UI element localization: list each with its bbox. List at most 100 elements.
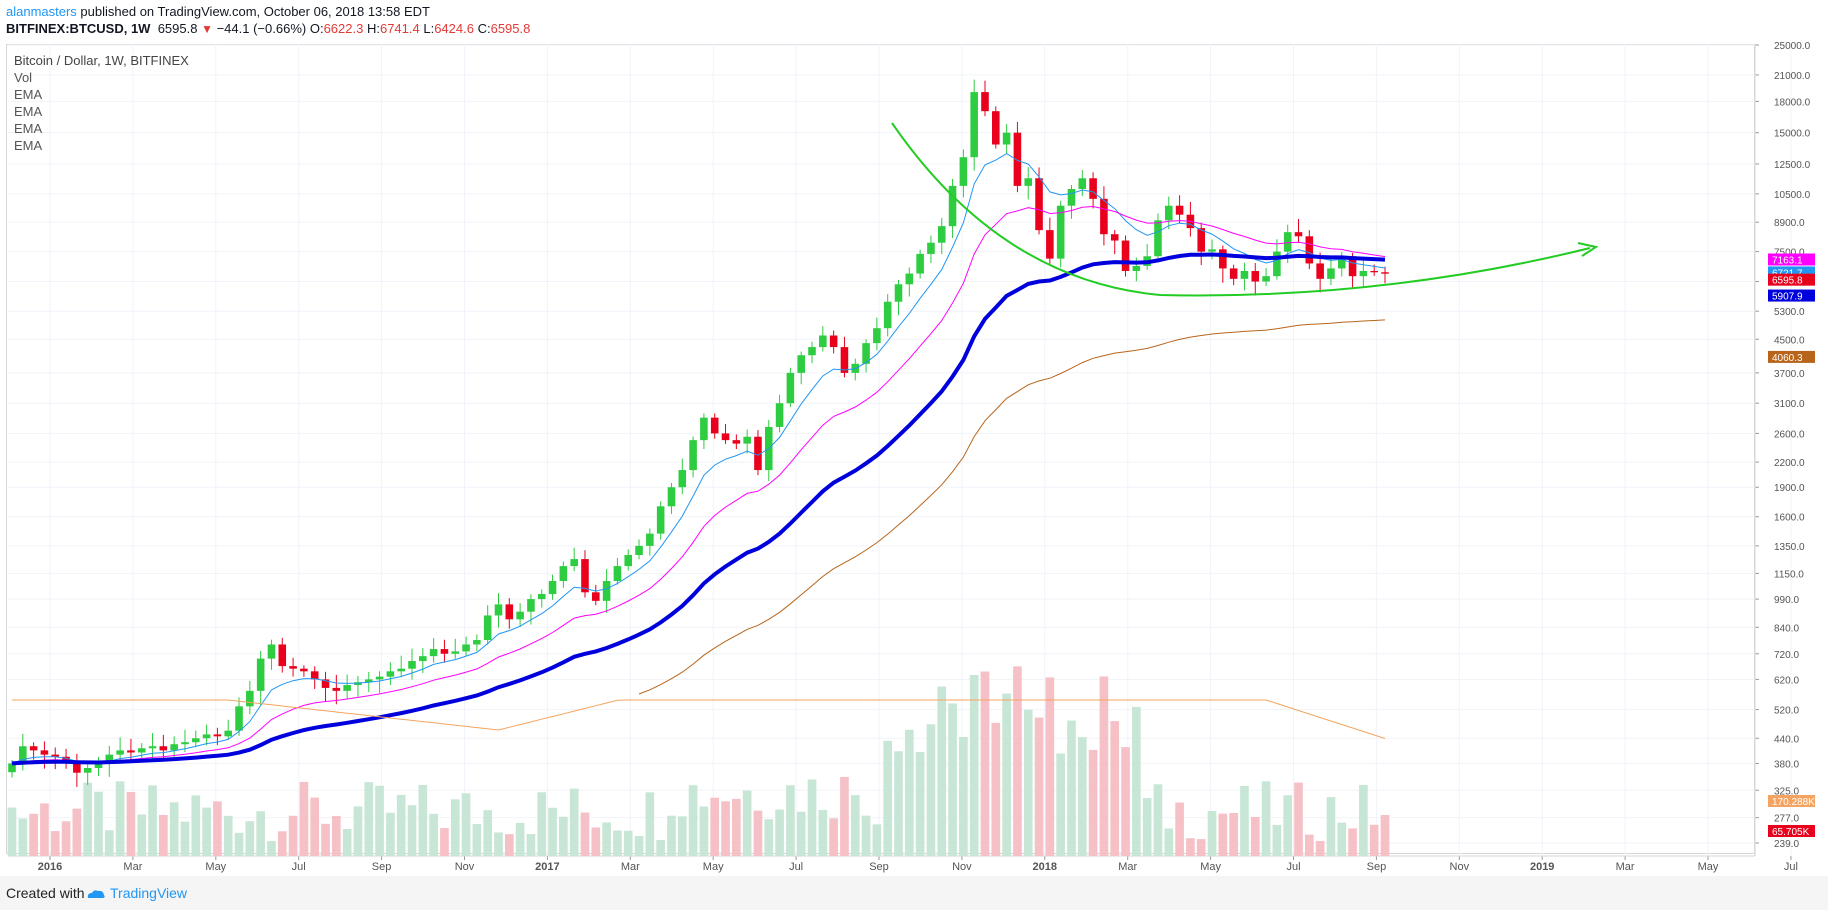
volume-bar [148, 785, 157, 856]
trend-arc [891, 122, 1591, 297]
volume-bar [959, 736, 968, 856]
legend-item-ema-3[interactable]: EMA [14, 121, 43, 136]
candle-up [1164, 205, 1173, 221]
volume-bar [548, 807, 557, 856]
volume-bar [786, 785, 795, 856]
volume-bar [775, 809, 784, 856]
candle-up [429, 649, 438, 657]
volume-bar [332, 815, 341, 856]
candle-down [1316, 263, 1324, 279]
candle-up [267, 644, 276, 659]
candle-up [613, 566, 622, 582]
tradingview-logo[interactable]: TradingView [86, 885, 187, 901]
candle-up [635, 545, 643, 556]
volume-bar [342, 828, 352, 856]
legend-item-ema-1[interactable]: EMA [14, 87, 43, 102]
legend-item-vol[interactable]: Vol [14, 70, 33, 85]
volume-bar [699, 806, 709, 856]
candle-up [181, 742, 189, 745]
candle-up [1327, 268, 1335, 279]
candle-up [1024, 178, 1033, 186]
volume-bar [1337, 822, 1347, 856]
volume-bar [50, 831, 60, 856]
candles [8, 79, 1389, 787]
author-link[interactable]: alanmasters [6, 4, 77, 19]
candle-up [937, 226, 946, 243]
candle-up [646, 533, 654, 546]
volume-bar [191, 795, 201, 856]
volume-bar [807, 779, 817, 856]
y-tick-label: 2600.0 [1774, 429, 1805, 440]
candle-down [127, 750, 135, 753]
volume-bar [1002, 693, 1011, 856]
volume-bar [223, 815, 233, 856]
y-tick-label: 380.0 [1774, 759, 1799, 770]
y-tick-label: 4500.0 [1774, 335, 1805, 346]
ema-long-line [638, 319, 1386, 695]
volume-bar [1359, 784, 1368, 856]
x-tick-label: May [205, 861, 226, 873]
candle-up [1056, 205, 1065, 259]
candle-up [386, 671, 395, 677]
volume-bar [526, 834, 536, 856]
legend-item-ema-2[interactable]: EMA [14, 104, 43, 119]
volume-bar [602, 822, 611, 856]
y-tick-label: 990.0 [1774, 595, 1799, 606]
volume-bar [1196, 839, 1206, 856]
volume-bar [1110, 721, 1120, 856]
candle-down [592, 592, 600, 601]
candle-down [300, 668, 308, 672]
x-tick-label: Jul [292, 861, 306, 873]
volume-bar [580, 812, 590, 856]
ema-mid-line [11, 205, 1386, 764]
volume-bar [169, 802, 179, 856]
price-label-text: 6595.8 [1772, 276, 1803, 287]
candle-up [602, 581, 611, 601]
candle-up [743, 436, 751, 444]
candle-up [1359, 270, 1368, 277]
x-tick-label: 2019 [1530, 861, 1554, 873]
volume-bar [115, 781, 125, 856]
last-price: 6595.8 [157, 21, 198, 36]
volume-bar [1164, 828, 1174, 856]
price-chart[interactable]: 25000.0 21000.0 18000.0 15000.0 12500.0 10500… [0, 0, 1828, 876]
candle-up [689, 440, 697, 471]
volume-bar [1294, 782, 1303, 856]
candle-up [948, 185, 957, 227]
y-tick-label: 12500.0 [1774, 160, 1811, 171]
volume-bar [299, 781, 309, 856]
y-tick-label: 3100.0 [1774, 399, 1805, 410]
volume-bar [407, 805, 417, 856]
x-tick-label: Jul [1286, 861, 1300, 873]
candle-up [83, 768, 92, 773]
candle-up [170, 744, 178, 751]
x-tick-label: 2016 [38, 861, 62, 873]
candle-down [440, 649, 449, 654]
volume-bar [1304, 834, 1314, 856]
price-label-text: 170.288K [1772, 797, 1815, 808]
volume-bar [472, 824, 482, 856]
volume-bar [1326, 797, 1336, 856]
candle-down [1121, 240, 1130, 271]
y-tick-label: 1150.0 [1774, 569, 1804, 580]
candle-up [808, 347, 816, 356]
volume-bar [623, 830, 633, 856]
y-tick-label: 840.0 [1774, 623, 1799, 634]
x-tick-label: May [1698, 861, 1719, 873]
volume-bar [364, 782, 374, 856]
y-tick-label: 325.0 [1774, 786, 1799, 797]
volume-bar [1077, 737, 1087, 856]
legend-item-ema-4[interactable]: EMA [14, 138, 43, 153]
candle-up [202, 734, 211, 739]
volume-bar [1121, 747, 1130, 856]
volume-bar [267, 840, 276, 856]
volume-bar [818, 809, 828, 856]
volume-bar [61, 821, 71, 856]
volume-bar [202, 807, 211, 856]
candle-up [256, 658, 265, 691]
x-tick-label: 2018 [1033, 861, 1057, 873]
candle-up [516, 611, 524, 620]
candle-up [473, 640, 481, 645]
volume-bar [937, 686, 947, 856]
candle-down [992, 111, 1000, 145]
